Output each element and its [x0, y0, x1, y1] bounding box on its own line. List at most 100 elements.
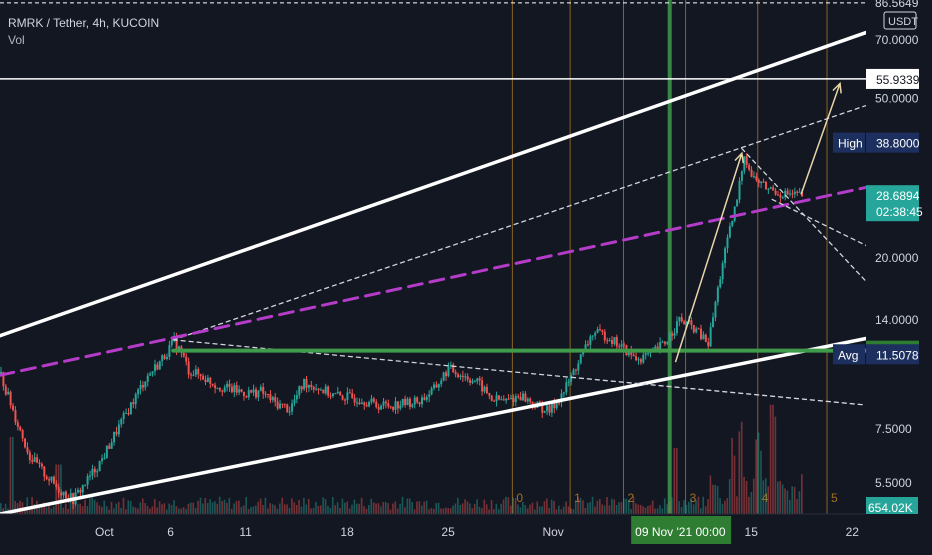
volume-bar [288, 507, 291, 514]
volume-bar [113, 508, 115, 514]
candle-body [579, 354, 582, 364]
volume-bar [141, 498, 144, 514]
countdown-label: 02:38:45 [876, 205, 923, 219]
volume-bar [185, 509, 187, 514]
candle-body [678, 317, 681, 322]
volume-bar [43, 502, 45, 514]
volume-bar [781, 484, 784, 514]
volume-bar [245, 496, 247, 514]
volume-bar [14, 500, 17, 514]
candle-body [163, 355, 166, 359]
volume-bar [103, 500, 106, 514]
candle-body [430, 388, 433, 395]
volume-bar [656, 508, 659, 514]
volume-bar [473, 504, 476, 514]
volume-bar [642, 506, 644, 514]
volume-bar [675, 448, 678, 514]
volume-bar [259, 498, 262, 514]
volume-bar [505, 496, 507, 514]
candle-body [214, 385, 217, 389]
volume-bar [319, 505, 322, 514]
volume-bar [211, 502, 214, 514]
volume-bar [654, 508, 656, 514]
volume-bar [644, 507, 647, 514]
volume-bar [146, 505, 149, 514]
candle-body [781, 197, 784, 199]
candle-body [404, 398, 407, 405]
volume-bar [663, 498, 666, 514]
volume-bar [651, 500, 654, 514]
volume-bar [375, 503, 377, 514]
price-tick: 7.5000 [875, 422, 912, 436]
candle-body [716, 287, 719, 303]
candle-body [555, 402, 558, 409]
candle-body [380, 405, 383, 410]
candle-body [351, 393, 354, 398]
volume-bar [33, 504, 36, 514]
volume-bar [611, 498, 613, 514]
volume-bar [692, 504, 695, 514]
volume-bar [567, 506, 570, 514]
candle-body [16, 422, 19, 427]
volume-bar [108, 509, 110, 514]
candle-body [146, 375, 149, 382]
volume-bar [279, 503, 281, 514]
volume-bar [387, 503, 389, 514]
candle-body [33, 457, 36, 462]
volume-bar [635, 503, 637, 514]
candle-body [801, 191, 804, 197]
candle-body [281, 403, 284, 405]
candle-body [9, 391, 12, 406]
volume-bar [712, 484, 714, 514]
candle-body [603, 331, 606, 341]
volume-bar [50, 508, 53, 514]
volume-bar [471, 508, 474, 514]
volume-bar [721, 503, 724, 514]
volume-indicator-label[interactable]: Vol [8, 33, 25, 47]
volume-bar [615, 505, 618, 514]
volume-bar [226, 502, 228, 514]
candle-body [635, 356, 638, 361]
volume-bar [194, 508, 197, 514]
candle-body [762, 181, 765, 183]
candle-body [449, 364, 452, 367]
symbol-title[interactable]: RMRK / Tether, 4h, KUCOIN [8, 16, 160, 30]
volume-bar [774, 416, 777, 514]
candle-body [461, 375, 464, 378]
candle-body [608, 340, 611, 342]
volume-bar [267, 508, 269, 514]
volume-bar [216, 503, 219, 514]
volume-bar [594, 506, 596, 514]
volume-bar [786, 490, 789, 514]
candle-body [661, 341, 664, 343]
candle-body [151, 371, 154, 374]
price-label-box-0 [866, 132, 919, 153]
candle-body [707, 341, 710, 347]
volume-bar [64, 503, 67, 514]
volume-bar [659, 505, 661, 514]
volume-bar [408, 498, 411, 514]
candle-body [271, 397, 274, 401]
volume-bar [454, 503, 457, 514]
candle-body [14, 410, 17, 423]
volume-bar [209, 499, 211, 514]
candle-body [767, 188, 770, 190]
candle-body [654, 346, 657, 349]
volume-bar [404, 507, 406, 514]
volume-bar [233, 503, 235, 514]
candle-body [594, 332, 597, 336]
cycle-number-3: 3 [690, 491, 697, 505]
volume-bar [700, 508, 702, 514]
candle-body [553, 403, 556, 409]
candle-body [12, 405, 15, 411]
candle-body [387, 403, 390, 407]
price-tick: 50.0000 [875, 91, 919, 105]
candle-body [659, 342, 662, 350]
volume-bar [134, 507, 137, 514]
volume-bar [79, 503, 81, 514]
candle-body [445, 372, 448, 377]
volume-bar [380, 506, 382, 514]
volume-bar [240, 506, 243, 514]
